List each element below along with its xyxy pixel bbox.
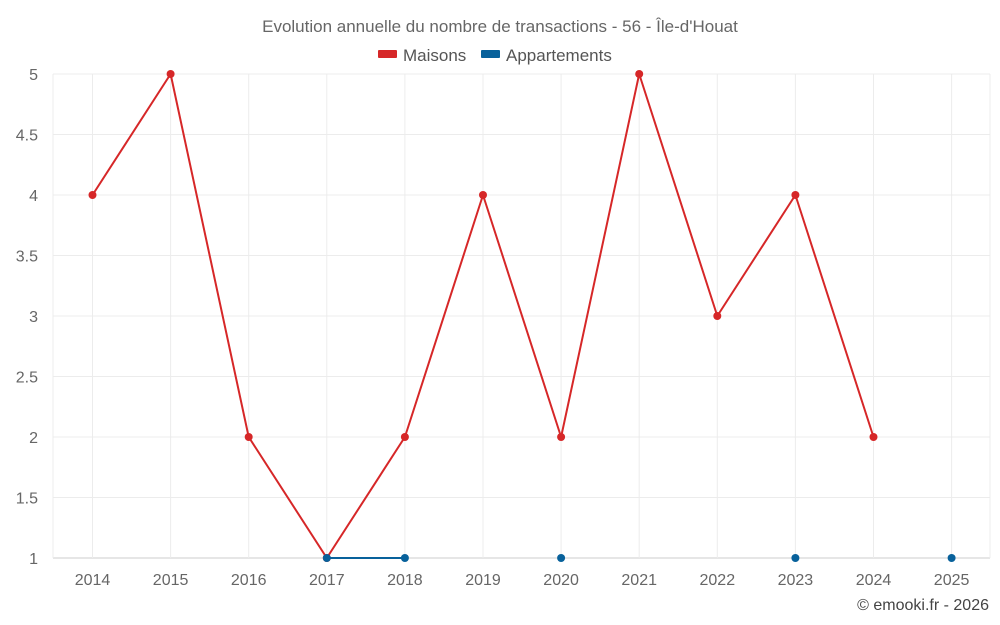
- data-point-appartements: [400, 554, 409, 562]
- x-axis: 2014 2015 2016 2017 2018 2019 2020 2021 2022 2023…: [75, 572, 970, 589]
- y-tick-label: 3: [29, 309, 38, 326]
- data-point-maisons: [244, 433, 253, 441]
- x-tick-label: 2019: [465, 572, 501, 589]
- data-point-appartements: [322, 554, 331, 562]
- y-tick-label: 4: [29, 188, 38, 205]
- legend: Maisons Appartements: [378, 46, 612, 65]
- data-point-maisons: [166, 70, 175, 78]
- data-point-appartements: [947, 554, 956, 562]
- series-line-maisons: [716, 194, 797, 317]
- data-point-maisons: [557, 433, 566, 441]
- y-tick-label: 5: [29, 67, 38, 84]
- x-tick-label: 2018: [387, 572, 423, 589]
- data-point-maisons: [635, 70, 644, 78]
- series-line-maisons: [403, 194, 484, 438]
- data-point-maisons: [400, 433, 409, 441]
- data-point-appartements: [791, 554, 800, 562]
- series-line-maisons: [325, 436, 406, 559]
- legend-label-appartements[interactable]: Appartements: [506, 46, 612, 65]
- series-line-maisons: [794, 194, 875, 438]
- chart-title: Evolution annuelle du nombre de transact…: [262, 17, 738, 36]
- legend-swatch-maisons[interactable]: [378, 50, 397, 58]
- data-point-maisons: [479, 191, 487, 199]
- series-appartements: [322, 554, 956, 562]
- x-tick-label: 2023: [778, 572, 814, 589]
- data-point-appartements: [557, 554, 566, 562]
- legend-swatch-appartements[interactable]: [481, 50, 500, 58]
- series-line-maisons: [247, 436, 328, 559]
- y-tick-label: 1: [29, 551, 38, 568]
- x-tick-label: 2021: [621, 572, 657, 589]
- y-tick-label: 3.5: [16, 249, 38, 266]
- legend-label-maisons[interactable]: Maisons: [403, 46, 466, 65]
- credit-text: © emooki.fr - 2026: [857, 597, 989, 614]
- plot-area: [88, 70, 956, 562]
- y-tick-label: 4.5: [16, 128, 38, 145]
- data-point-maisons: [869, 433, 878, 441]
- y-tick-label: 1.5: [16, 491, 38, 508]
- data-point-maisons: [791, 191, 800, 199]
- x-tick-label: 2016: [231, 572, 267, 589]
- series-line-maisons: [560, 73, 641, 438]
- y-tick-label: 2: [29, 430, 38, 447]
- series-line-maisons: [482, 194, 563, 438]
- series-line-maisons: [169, 73, 250, 438]
- y-axis: 1 1.5 2 2.5 3 3.5 4 4.5 5: [16, 67, 38, 568]
- x-tick-label: 2025: [934, 572, 970, 589]
- x-tick-label: 2024: [856, 572, 892, 589]
- series-line-maisons: [91, 73, 172, 196]
- y-tick-label: 2.5: [16, 370, 38, 387]
- data-point-maisons: [713, 312, 722, 320]
- series-line-maisons: [638, 73, 719, 317]
- x-tick-label: 2015: [153, 572, 189, 589]
- x-tick-label: 2017: [309, 572, 345, 589]
- x-tick-label: 2014: [75, 572, 111, 589]
- x-tick-label: 2020: [543, 572, 579, 589]
- data-point-maisons: [88, 191, 97, 199]
- x-tick-label: 2022: [700, 572, 736, 589]
